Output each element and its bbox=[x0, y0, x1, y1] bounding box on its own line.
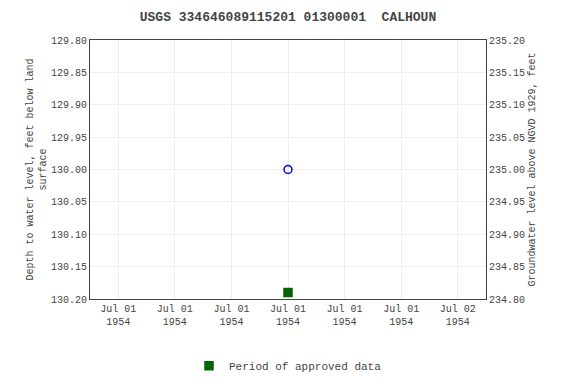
svg-text:Jul 021954: Jul 021954 bbox=[440, 304, 476, 328]
svg-text:Jul 011954: Jul 011954 bbox=[157, 304, 193, 328]
svg-text:130.15: 130.15 bbox=[51, 262, 87, 273]
svg-text:Jul 011954: Jul 011954 bbox=[383, 304, 419, 328]
svg-text:130.20: 130.20 bbox=[51, 295, 87, 306]
svg-text:234.90: 234.90 bbox=[489, 230, 525, 241]
svg-text:235.15: 235.15 bbox=[489, 68, 525, 79]
svg-text:130.10: 130.10 bbox=[51, 230, 87, 241]
svg-text:129.80: 129.80 bbox=[51, 36, 87, 47]
svg-text:Depth to water level, feet bel: Depth to water level, feet below landsur… bbox=[25, 58, 49, 280]
svg-text:235.10: 235.10 bbox=[489, 100, 525, 111]
svg-text:235.05: 235.05 bbox=[489, 133, 525, 144]
svg-text:Jul 011954: Jul 011954 bbox=[270, 304, 306, 328]
svg-text:234.80: 234.80 bbox=[489, 295, 525, 306]
svg-text:Jul 011954: Jul 011954 bbox=[100, 304, 136, 328]
svg-text:129.90: 129.90 bbox=[51, 100, 87, 111]
svg-text:234.95: 234.95 bbox=[489, 197, 525, 208]
svg-text:235.00: 235.00 bbox=[489, 165, 525, 176]
svg-text:Jul 011954: Jul 011954 bbox=[213, 304, 249, 328]
svg-text:Groundwater level above NGVD 1: Groundwater level above NGVD 1929, feet bbox=[527, 52, 538, 286]
svg-text:130.00: 130.00 bbox=[51, 165, 87, 176]
svg-text:129.95: 129.95 bbox=[51, 133, 87, 144]
svg-text:129.85: 129.85 bbox=[51, 68, 87, 79]
svg-text:USGS 334646089115201 01300001: USGS 334646089115201 01300001 CALHOUN bbox=[140, 10, 436, 25]
svg-text:234.85: 234.85 bbox=[489, 262, 525, 273]
svg-text:Period of approved data: Period of approved data bbox=[229, 361, 381, 373]
svg-text:235.20: 235.20 bbox=[489, 36, 525, 47]
svg-text:130.05: 130.05 bbox=[51, 197, 87, 208]
svg-text:Jul 011954: Jul 011954 bbox=[327, 304, 363, 328]
